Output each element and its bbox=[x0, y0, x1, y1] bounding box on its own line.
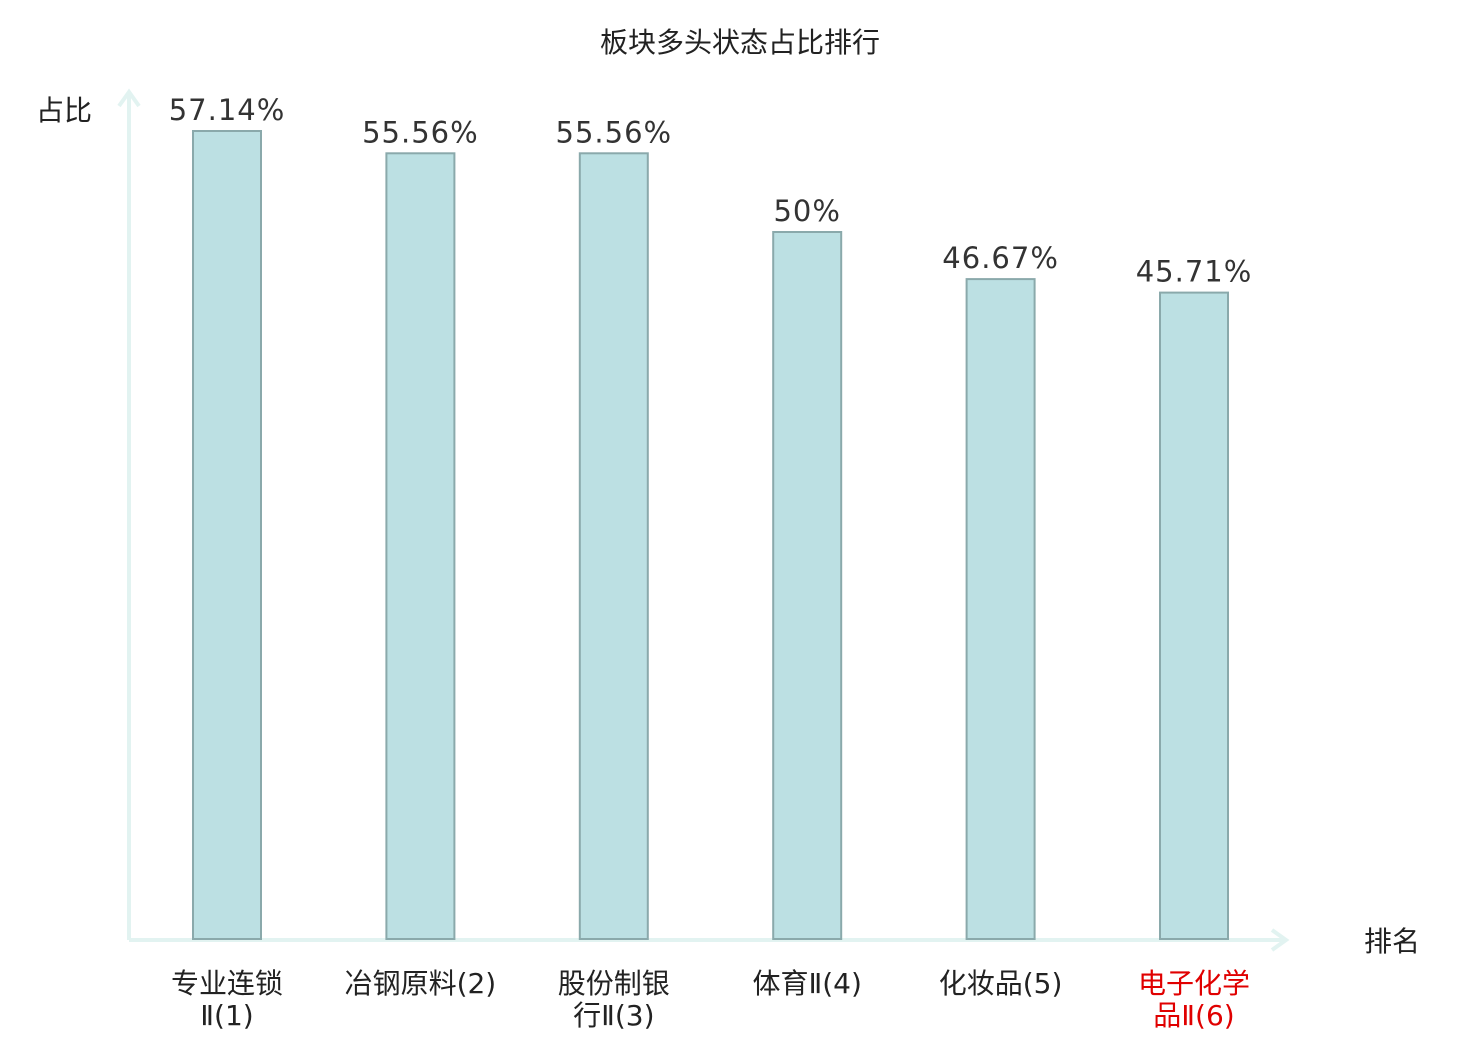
bars-group bbox=[192, 130, 1229, 941]
category-label: 电子化学 bbox=[1138, 967, 1250, 1000]
bar bbox=[192, 130, 262, 940]
x-axis bbox=[129, 928, 1290, 952]
category-label: 体育Ⅱ(4) bbox=[752, 967, 861, 1000]
bar bbox=[578, 152, 649, 941]
value-labels-group: 57.14% 55.56% 55.56% 50% 46.67% 45.71% bbox=[169, 93, 1253, 289]
category-label: 化妆品(5) bbox=[939, 967, 1063, 1000]
category-label: 行Ⅱ(3) bbox=[573, 999, 654, 1032]
chart-title: 板块多头状态占比排行 bbox=[600, 26, 880, 59]
bar-value-label: 55.56% bbox=[556, 115, 673, 149]
bar bbox=[385, 152, 456, 941]
bar bbox=[965, 278, 1036, 941]
bar-value-label: 46.67% bbox=[942, 241, 1059, 275]
category-label: 冶钢原料(2) bbox=[345, 967, 497, 1000]
bar-value-label: 55.56% bbox=[362, 115, 479, 149]
category-label: 专业连锁 bbox=[171, 967, 283, 1000]
bar bbox=[1159, 291, 1229, 941]
bar-value-label: 57.14% bbox=[169, 93, 286, 127]
bar-value-label: 50% bbox=[773, 194, 840, 228]
category-label: 品Ⅱ(6) bbox=[1153, 999, 1234, 1032]
category-label: Ⅱ(1) bbox=[200, 999, 253, 1032]
y-axis-label: 占比 bbox=[36, 94, 92, 127]
bar-value-label: 45.71% bbox=[1136, 255, 1253, 289]
category-label: 股份制银 bbox=[558, 967, 670, 1000]
x-axis-label: 排名 bbox=[1364, 925, 1420, 958]
y-axis bbox=[117, 88, 141, 940]
bar bbox=[772, 231, 843, 940]
